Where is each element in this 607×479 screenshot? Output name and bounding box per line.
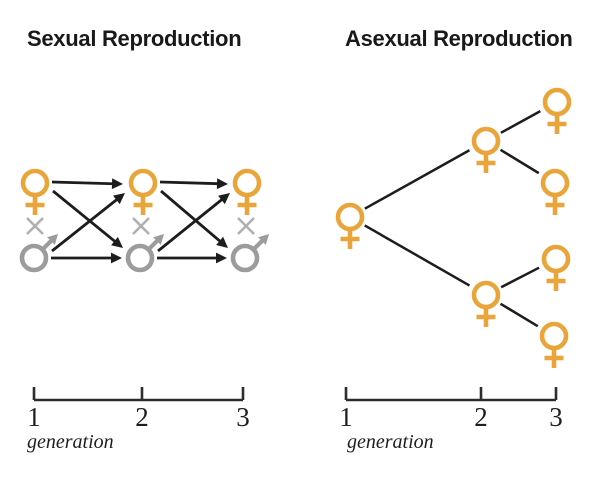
male-symbol-arrow-head (258, 234, 269, 245)
female2-to-male3 (160, 189, 222, 243)
female-symbol (539, 321, 569, 351)
cross-mark (237, 217, 255, 235)
axis-label: generation (27, 431, 114, 453)
female-symbol (471, 126, 501, 156)
title-sexual-reproduction: Sexual Reproduction (27, 26, 242, 51)
descent-line-gen2b-gen3c (500, 266, 540, 289)
male-symbol-arrow-head (153, 234, 164, 245)
axis-tick-label: 3 (549, 402, 563, 432)
male2-to-male3-head (216, 252, 227, 264)
axis-tick-label: 3 (236, 402, 250, 432)
axis-tick-label: 2 (135, 402, 149, 432)
female-symbol (20, 168, 50, 198)
descent-line-gen1-gen2b (364, 224, 471, 287)
female2-to-female3-head (216, 178, 228, 190)
female1-to-female2-head (111, 178, 123, 190)
male-symbol (125, 243, 155, 273)
male-symbol-arrow-head (47, 234, 58, 245)
female-symbol (471, 280, 501, 310)
axis-tick-label: 1 (27, 402, 41, 432)
descent-line-gen2a-gen3a (500, 110, 541, 134)
male-symbol (230, 243, 260, 273)
female2-to-male3-head (216, 236, 228, 248)
descent-line-gen1-gen2a (364, 149, 471, 210)
male-symbol-arrow (147, 238, 160, 251)
female-symbol (128, 168, 158, 198)
female1-to-female2 (51, 180, 114, 186)
male1-to-female2 (51, 198, 119, 253)
axis-tick-label: 2 (474, 402, 488, 432)
male1-to-male2-head (111, 252, 122, 264)
descent-line-gen2a-gen3b (499, 148, 540, 175)
axis-label: generation (347, 431, 434, 453)
descent-line-gen2b-gen3d (499, 302, 539, 328)
male2-to-female3 (157, 198, 224, 253)
male2-to-female3-head (218, 193, 230, 205)
female-symbol (232, 168, 262, 198)
axis-tick-label: 1 (339, 402, 353, 432)
cross-mark (26, 217, 44, 235)
female-symbol (335, 202, 365, 232)
female2-to-female3 (159, 180, 219, 186)
male-symbol (19, 243, 49, 273)
male1-to-female2-head (113, 193, 125, 205)
female-symbol (542, 87, 572, 117)
female1-to-male2 (52, 189, 117, 243)
female-symbol (541, 244, 571, 274)
male-symbol-arrow (41, 238, 54, 251)
female1-to-male2-head (111, 236, 123, 248)
title-asexual-reproduction: Asexual Reproduction (345, 26, 573, 51)
male-symbol-arrow (252, 238, 265, 251)
female-symbol (540, 168, 570, 198)
cross-mark (132, 217, 150, 235)
